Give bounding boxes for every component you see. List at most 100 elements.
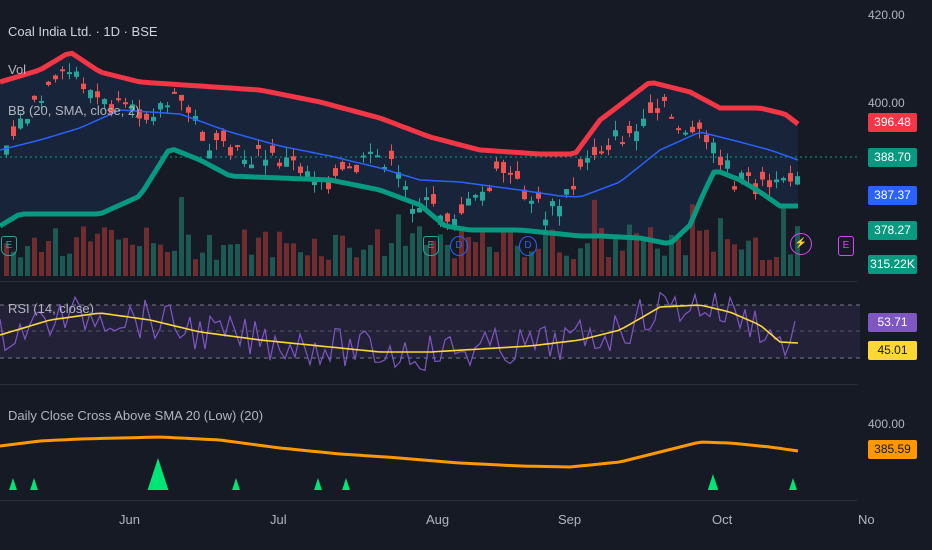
candle-body	[571, 185, 576, 190]
volume-bar	[256, 237, 261, 276]
volume-bar	[4, 243, 9, 276]
candle-body	[46, 81, 51, 85]
time-axis-label: Jun	[119, 512, 140, 527]
candle-body	[109, 104, 114, 114]
bollinger-indicator-label[interactable]: BB (20, SMA, close, 2)	[8, 103, 140, 118]
earnings-marker-icon[interactable]: E	[1, 236, 17, 256]
volume-price-tag: 315.22K	[868, 255, 917, 274]
upcoming-earnings-marker-icon[interactable]: E	[838, 236, 854, 256]
volume-bar	[452, 258, 457, 276]
candle-body	[781, 178, 786, 181]
bb-lower-price-tag: 378.27	[868, 221, 917, 240]
candle-body	[718, 156, 723, 166]
earnings-marker-icon[interactable]: E	[423, 236, 439, 256]
candle-body	[347, 166, 352, 169]
pane-separator[interactable]	[0, 281, 857, 282]
candle-body	[473, 194, 478, 198]
volume-bar	[25, 246, 30, 276]
candle-body	[32, 95, 37, 100]
candle-body	[606, 145, 611, 150]
candle-body	[725, 160, 730, 169]
pane-separator[interactable]	[0, 384, 857, 385]
candle-body	[151, 116, 156, 122]
volume-bar	[396, 214, 401, 276]
rsi-value-tag: 53.71	[868, 313, 917, 332]
volume-bar	[522, 257, 527, 276]
volume-bar	[767, 259, 772, 276]
cross-signal-triangle-icon	[342, 478, 350, 490]
candle-body	[53, 75, 58, 80]
volume-bar	[382, 255, 387, 276]
volume-bar	[333, 234, 338, 276]
volume-bar	[270, 257, 275, 276]
volume-bar	[319, 256, 324, 276]
candle-body	[144, 113, 149, 120]
candle-body	[459, 204, 464, 214]
candle-body	[641, 118, 646, 126]
symbol-title[interactable]: Coal India Ltd. · 1D · BSE	[8, 24, 158, 39]
volume-bar	[109, 229, 114, 276]
volume-indicator-label[interactable]: Vol	[8, 62, 27, 77]
volume-bar	[200, 252, 205, 276]
bb-upper-price-tag: 396.48	[868, 113, 917, 132]
volume-bar	[648, 227, 653, 276]
candle-body	[228, 147, 233, 156]
volume-bar	[165, 251, 170, 276]
candle-body	[333, 168, 338, 176]
candle-body	[312, 179, 317, 186]
candle-body	[389, 150, 394, 159]
candle-body	[487, 187, 492, 191]
volume-bar	[207, 234, 212, 276]
candle-body	[123, 102, 128, 105]
candle-body	[704, 135, 709, 143]
candle-body	[697, 122, 702, 129]
volume-bar	[312, 238, 317, 276]
candle-body	[550, 201, 555, 207]
dividend-marker-icon[interactable]: D	[519, 236, 537, 256]
candle-body	[361, 155, 366, 158]
candle-body	[67, 72, 72, 75]
volume-bar	[123, 237, 128, 276]
candle-body	[648, 102, 653, 113]
volume-bar	[711, 251, 716, 276]
candle-body	[746, 172, 751, 176]
volume-bar	[697, 230, 702, 276]
candle-body	[592, 146, 597, 156]
candle-body	[298, 166, 303, 173]
volume-bar	[277, 231, 282, 276]
volume-bar	[445, 244, 450, 276]
candle-body	[4, 145, 9, 155]
volume-bar	[599, 227, 604, 276]
volume-bar	[536, 248, 541, 276]
split-marker-icon[interactable]: ⚡	[790, 233, 812, 255]
candle-body	[200, 131, 205, 141]
volume-bar	[403, 245, 408, 276]
volume-bar	[375, 229, 380, 276]
candle-body	[382, 167, 387, 170]
candle-body	[102, 99, 107, 105]
candle-body	[683, 132, 688, 135]
price-axis-label: 400.00	[868, 96, 905, 110]
candle-body	[634, 131, 639, 142]
daily-close-cross-indicator-label[interactable]: Daily Close Cross Above SMA 20 (Low) (20…	[8, 408, 264, 423]
time-axis-label: Oct	[712, 512, 733, 527]
candle-body	[263, 159, 268, 166]
candle-body	[137, 109, 142, 119]
volume-bar	[501, 229, 506, 276]
candle-body	[424, 197, 429, 201]
volume-bar	[284, 243, 289, 276]
volume-bar	[60, 255, 65, 276]
rsi-indicator-label[interactable]: RSI (14, close)	[8, 301, 94, 316]
volume-bar	[494, 252, 499, 276]
dividend-marker-icon[interactable]: D	[450, 236, 468, 256]
candle-body	[732, 186, 737, 190]
volume-bar	[235, 244, 240, 276]
candle-body	[326, 180, 331, 190]
volume-bar	[81, 226, 86, 276]
volume-bar	[431, 241, 436, 276]
volume-bar	[298, 252, 303, 276]
candle-body	[585, 158, 590, 163]
candle-body	[529, 200, 534, 204]
volume-bar	[389, 243, 394, 276]
